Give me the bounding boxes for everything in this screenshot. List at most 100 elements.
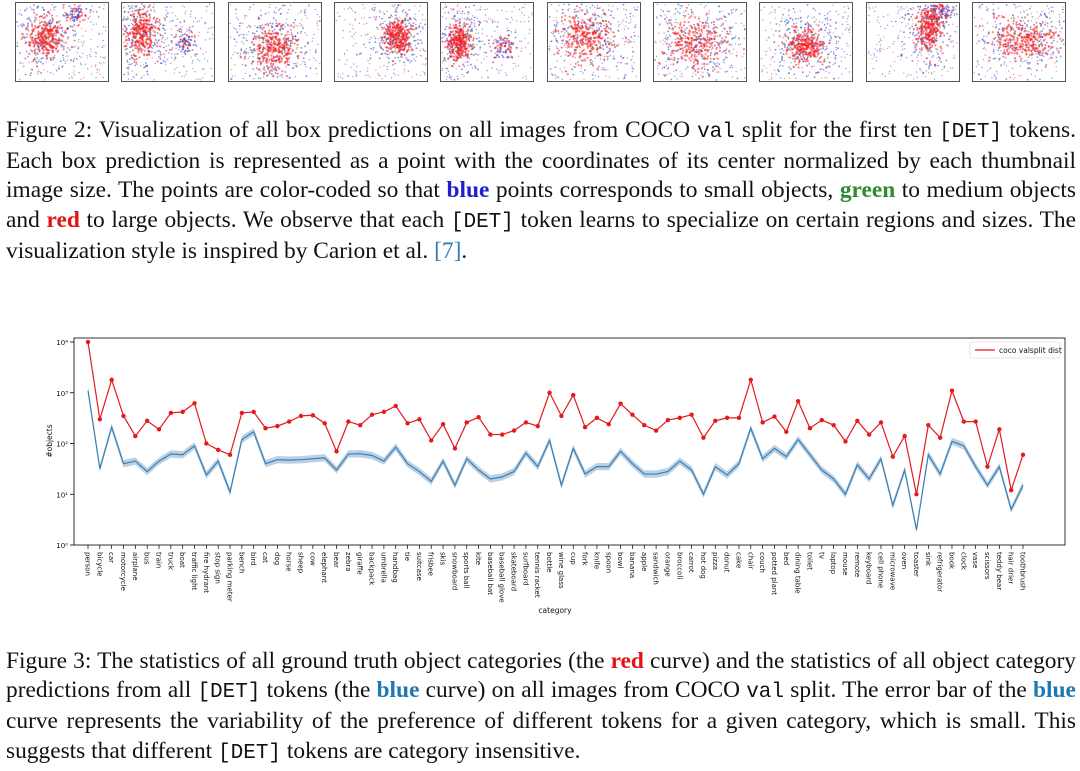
x-tick-label: frisbee: [427, 552, 435, 576]
caption-text: points corresponds to small objects,: [495, 177, 834, 204]
thumbnail-token-9: [866, 2, 960, 82]
x-tick-label: spoon: [604, 552, 612, 573]
x-tick-label: oven: [900, 552, 908, 569]
x-tick-label: cat: [261, 552, 269, 563]
x-tick-label: cow: [308, 552, 316, 566]
red-series-point: [926, 422, 931, 428]
figure2-caption: Figure 2: Visualization of all box predi…: [6, 116, 1076, 266]
x-tick-label: chair: [746, 552, 754, 570]
thumbnail-token-5: [440, 2, 534, 82]
red-series-point: [973, 419, 978, 424]
color-word-blue: blue: [1033, 677, 1076, 704]
x-tick-label: knife: [592, 552, 600, 569]
red-series-point: [582, 424, 588, 430]
color-word-red: red: [46, 206, 80, 233]
x-tick-label: remote: [853, 552, 861, 577]
scatter-plot: [973, 3, 1065, 81]
citation-link[interactable]: [7]: [434, 237, 462, 264]
caption-text: curve represents the variability of the …: [6, 708, 1076, 764]
red-series-point: [85, 339, 91, 345]
x-tick-label: scissors: [983, 552, 991, 580]
x-tick-label: toilet: [805, 552, 813, 570]
red-series-point: [476, 414, 481, 420]
figure3-label: Figure 3:: [6, 648, 92, 674]
x-axis-label: category: [538, 606, 572, 615]
scatter-plot: [441, 3, 533, 81]
red-series-point: [405, 421, 410, 426]
x-tick-label: zebra: [344, 552, 352, 572]
red-series-point: [298, 413, 304, 419]
x-tick-label: sandwich: [652, 552, 660, 585]
y-tick-label: 10⁴: [56, 339, 68, 347]
x-tick-label: bird: [249, 552, 257, 566]
red-series-point: [559, 413, 564, 419]
x-tick-label: clock: [959, 552, 967, 571]
color-word-blue: blue: [446, 177, 490, 204]
red-series-point: [606, 422, 611, 427]
thumbnail-token-1: [15, 2, 109, 82]
code-det-token: [DET]: [939, 121, 1003, 144]
x-tick-label: airplane: [131, 552, 139, 581]
caption-text: split. The error bar of the: [790, 677, 1027, 704]
x-tick-label: wine glass: [557, 552, 565, 589]
x-tick-label: potted plant: [770, 552, 778, 595]
x-tick-label: person: [84, 552, 92, 576]
red-series-point: [97, 417, 103, 422]
red-series-point: [677, 415, 682, 421]
red-series-point: [180, 409, 185, 415]
thumbnail-token-6: [547, 2, 641, 82]
thumbnail-token-4: [334, 2, 428, 82]
plot-frame: [73, 337, 1066, 546]
legend-label: coco valsplit dist: [999, 346, 1062, 355]
code-det-token: [DET]: [197, 681, 261, 705]
caption-text: to large objects. We observe that each: [86, 206, 445, 233]
x-tick-label: baseball glove: [498, 552, 506, 603]
red-series-point: [204, 441, 209, 446]
x-tick-label: hot dog: [699, 552, 707, 579]
x-tick-label: motorcycle: [119, 552, 127, 591]
caption-text: tokens (the: [266, 677, 371, 704]
red-series-point: [807, 426, 813, 431]
red-series-point: [949, 388, 955, 393]
red-series-point: [843, 439, 848, 444]
red-series-point: [440, 422, 446, 427]
x-tick-label: apple: [640, 552, 648, 571]
x-tick-label: couch: [758, 552, 766, 573]
x-tick-label: skateboard: [510, 552, 518, 591]
y-tick-label: 10²: [56, 441, 68, 449]
x-tick-label: sheep: [297, 552, 305, 574]
y-axis-label: #objects: [45, 424, 54, 457]
x-tick-label: broccoli: [675, 552, 683, 579]
caption-text: curve) and the statistics of all object …: [6, 648, 1076, 704]
x-tick-label: vase: [971, 552, 979, 568]
x-tick-label: bench: [237, 552, 245, 573]
thumbnail-token-2: [121, 2, 215, 82]
red-series-point: [701, 435, 706, 440]
caption-text: tokens. Each box prediction is represent…: [6, 117, 1076, 204]
red-series-point: [713, 418, 718, 424]
red-series-point: [334, 449, 339, 454]
x-tick-label: parking meter: [226, 552, 234, 602]
code-det-token: [DET]: [450, 210, 514, 234]
red-series-line: [87, 341, 1024, 495]
x-tick-label: toaster: [912, 552, 920, 577]
x-tick-label: train: [155, 552, 163, 568]
x-tick-label: bottle: [545, 552, 553, 572]
red-series-point: [618, 401, 623, 406]
red-series-point: [795, 399, 801, 404]
red-series-point: [653, 428, 659, 433]
red-series-point: [121, 413, 126, 419]
red-series-point: [772, 414, 777, 419]
x-tick-label: elephant: [320, 552, 328, 583]
red-series-point: [346, 419, 351, 424]
scatter-plot: [654, 3, 746, 81]
x-tick-label: sink: [924, 552, 932, 567]
x-tick-label: bed: [782, 552, 790, 565]
red-series-point: [689, 412, 694, 417]
red-series-point: [500, 432, 505, 437]
x-tick-label: truck: [166, 552, 174, 571]
red-series-point: [239, 410, 245, 416]
scatter-plot: [122, 3, 214, 81]
red-series-point: [109, 377, 114, 382]
red-series-point: [310, 413, 316, 418]
